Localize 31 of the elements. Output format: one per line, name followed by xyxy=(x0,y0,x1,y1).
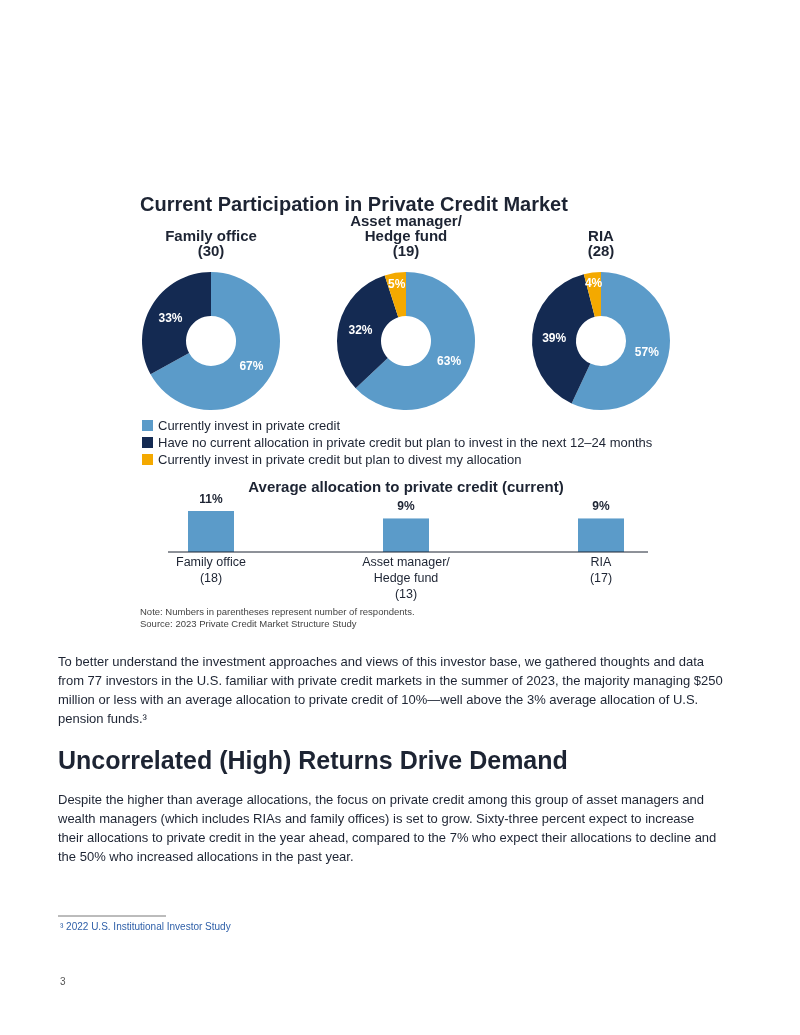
data-label: 5% xyxy=(388,276,406,291)
x-tick-label: Family office (18) xyxy=(176,555,247,585)
data-label: 63% xyxy=(437,353,462,368)
text: Despite the higher than average allocations, the focus on private credit among this group of asset managers and wealth managers (which includes RIAs and family offices) is set to grow. Sixty-three percent expect to increase their allocations to private credit in the year ahead, compared to the 7% who expect their allocations to decline and the 50% who increased allocations in the past year. xyxy=(57,792,717,864)
data-label: 57% xyxy=(634,345,660,360)
legend-label: Currently invest in private credit but plan to divest my allocation xyxy=(158,452,522,467)
donut-slice xyxy=(571,272,670,410)
data-label: 39% xyxy=(542,330,567,345)
text: Note: Numbers in parentheses represent number of respondents. xyxy=(140,606,415,617)
data-label: 67% xyxy=(239,358,264,373)
legend-label: Have no current allocation in private credit but plan to invest in the next 12–24 months xyxy=(158,435,653,450)
chart-subtitle: Family office (30) xyxy=(165,227,257,259)
data-label: 11% xyxy=(199,492,224,506)
text: Uncorrelated (High) Returns Drive Demand xyxy=(58,746,568,774)
text: 3 xyxy=(60,976,66,987)
chart-title: RIA (28) xyxy=(587,227,615,259)
text: ³ 2022 U.S. Institutional Investor Study xyxy=(60,921,231,932)
donut-slice xyxy=(150,272,280,410)
chart-title: Asset manager/ Hedge fund (19) xyxy=(350,212,463,259)
data-label: 9% xyxy=(397,499,415,514)
chart-title: Average allocation to private credit (current) xyxy=(248,478,564,495)
x-tick-label: RIA (17) xyxy=(589,555,613,585)
data-label: 33% xyxy=(158,311,183,326)
legend-label: Currently invest in private credit xyxy=(158,418,341,433)
text: To better understand the investment approaches and views of this investor base, we gathered thoughts and data from 77 investors in the U.S. familiar with private credit markets in the summer of 2023, the majority managing $250 million or less with an average allocation to private credit of 10%—well above the 3% average allocation of U.S. pension funds.³ xyxy=(58,654,723,726)
source-note: Source: 2023 Private Credit Market Structure Study xyxy=(140,618,357,629)
x-tick-label: Asset manager/ Hedge fund (13) xyxy=(362,555,451,601)
data-label: 32% xyxy=(348,323,373,338)
donut-slice xyxy=(142,272,211,375)
text: Current Participation in Private Credit Market xyxy=(140,193,569,215)
data-label: 9% xyxy=(592,499,610,514)
